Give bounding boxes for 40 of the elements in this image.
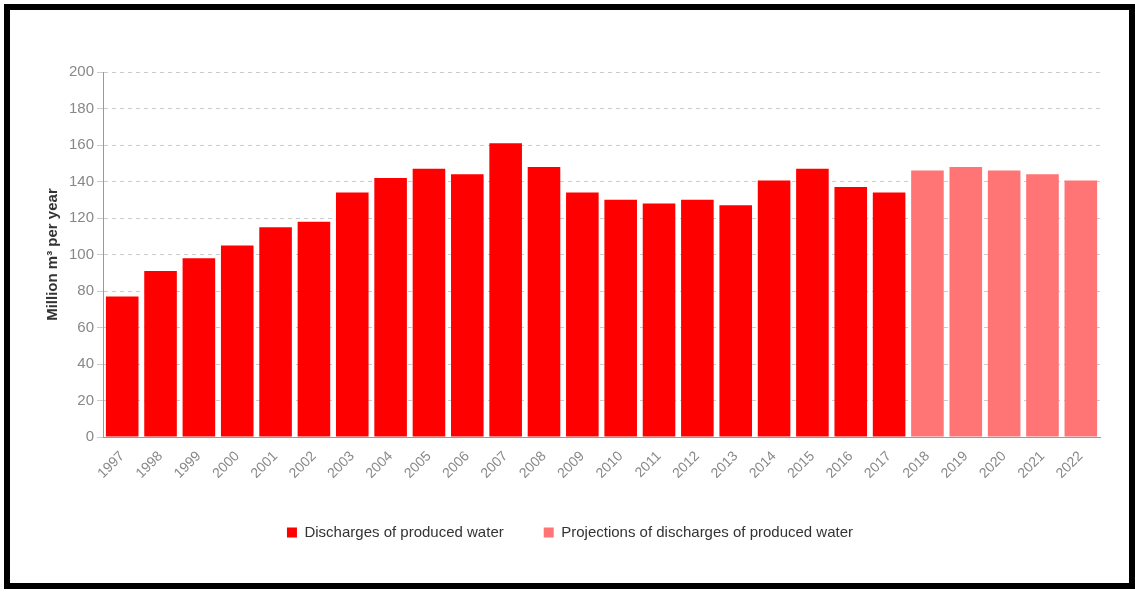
bar xyxy=(911,170,944,437)
bar xyxy=(259,227,292,437)
y-tick-label: 80 xyxy=(77,281,95,299)
bar xyxy=(834,187,868,437)
y-tick-label: 200 xyxy=(69,62,95,80)
bar xyxy=(220,245,254,437)
bar xyxy=(1026,174,1059,437)
bar xyxy=(105,296,139,437)
bar xyxy=(182,258,216,437)
y-tick-label: 180 xyxy=(69,98,95,116)
y-tick-label: 40 xyxy=(77,354,95,372)
legend-label: Projections of discharges of produced water xyxy=(561,522,854,540)
bar xyxy=(335,192,369,437)
y-axis-title: Million m³ per year xyxy=(43,188,61,321)
bar xyxy=(604,199,637,437)
bar xyxy=(374,177,407,437)
y-tick-label: 120 xyxy=(69,208,95,226)
bar xyxy=(566,192,599,437)
y-tick-label: 0 xyxy=(85,427,95,445)
y-tick-label: 20 xyxy=(77,390,95,408)
bar xyxy=(412,168,446,437)
bar xyxy=(949,166,983,437)
y-tick-label: 140 xyxy=(69,171,95,189)
bar xyxy=(1064,180,1098,437)
bar xyxy=(796,168,829,437)
bar xyxy=(872,192,906,437)
bar xyxy=(489,143,522,437)
bar xyxy=(719,205,753,437)
y-tick-label: 160 xyxy=(69,135,95,153)
bar xyxy=(681,199,714,437)
y-tick-label: 100 xyxy=(69,244,95,262)
bar xyxy=(527,166,561,437)
y-tick-label: 60 xyxy=(77,317,95,335)
bar xyxy=(451,174,484,437)
bar xyxy=(144,270,177,437)
bar xyxy=(642,203,676,437)
bar xyxy=(297,221,331,437)
bar xyxy=(987,170,1021,437)
legend-label: Discharges of produced water xyxy=(304,522,504,540)
bar xyxy=(757,180,791,437)
